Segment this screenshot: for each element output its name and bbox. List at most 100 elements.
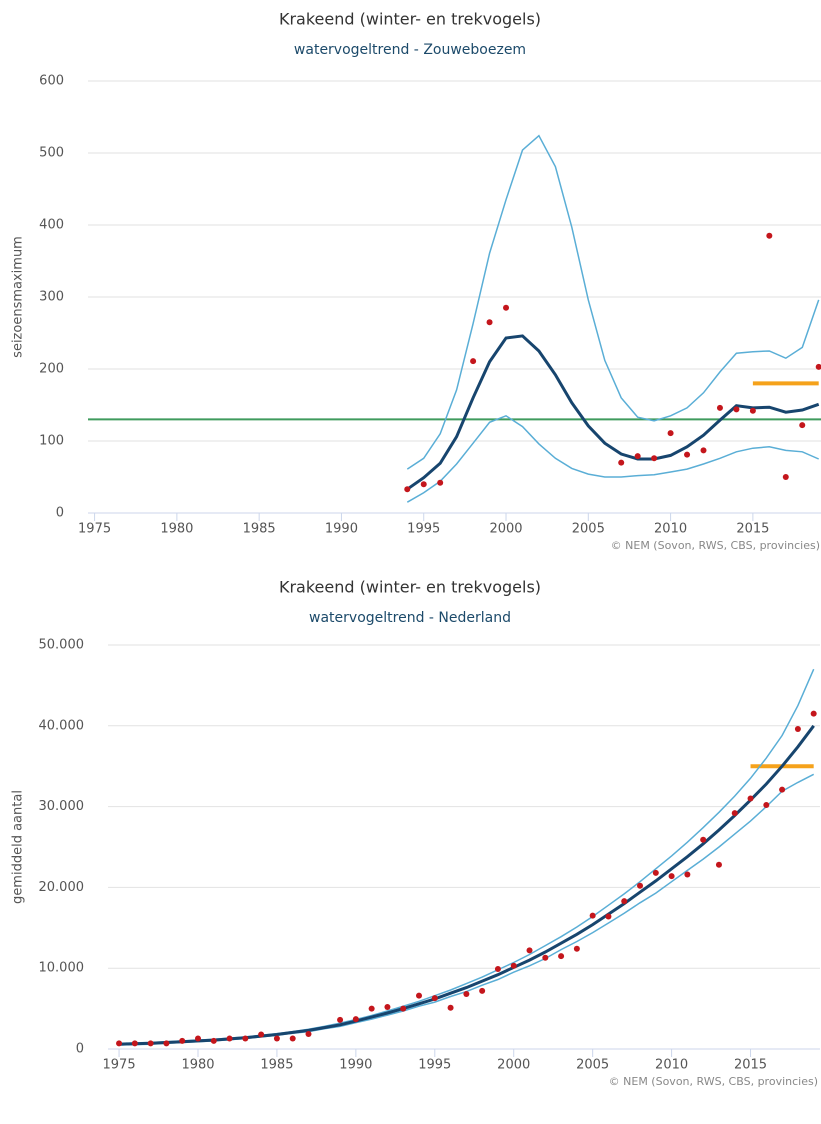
data-point (747, 795, 754, 802)
credit: © NEM (Sovon, RWS, CBS, provincies) (611, 539, 820, 552)
data-point (352, 1016, 359, 1023)
data-point (782, 474, 789, 480)
y-axis-label: seizoensmaximum (11, 236, 26, 358)
y-tick-label: 50.000 (39, 638, 85, 653)
data-point (273, 1035, 280, 1042)
data-point (447, 1004, 454, 1011)
data-point (589, 912, 596, 919)
data-point (289, 1035, 296, 1042)
data-point (400, 1005, 407, 1012)
x-tick-label: 2010 (654, 522, 687, 537)
data-point (815, 363, 821, 370)
data-point (305, 1031, 312, 1038)
y-tick-label: 40.000 (39, 718, 85, 733)
trend-line (119, 724, 815, 1046)
credit: © NEM (Sovon, RWS, CBS, provincies) (609, 1075, 818, 1088)
data-point (621, 898, 628, 905)
data-point (810, 710, 817, 717)
x-tick-label: 2015 (736, 522, 769, 537)
data-point (163, 1040, 170, 1047)
data-point (651, 455, 658, 462)
x-tick-label: 1975 (103, 1058, 136, 1073)
data-point (486, 319, 493, 326)
trend-line (406, 334, 820, 491)
x-tick-label: 2000 (489, 522, 522, 537)
data-point (731, 810, 738, 817)
data-point (494, 966, 501, 973)
data-point (337, 1016, 344, 1023)
data-point (794, 726, 801, 733)
data-point (684, 871, 691, 878)
data-point (479, 987, 486, 994)
x-tick-label: 1990 (339, 1058, 372, 1073)
data-point (637, 882, 644, 889)
y-axis-label: gemiddeld aantal (11, 790, 26, 904)
x-tick-label: 1995 (407, 522, 440, 537)
data-point (716, 404, 723, 411)
y-tick-label: 200 (39, 362, 64, 377)
y-tick-label: 500 (39, 146, 64, 161)
data-point (634, 453, 641, 460)
data-point (431, 995, 438, 1002)
data-point (510, 962, 517, 969)
data-point (226, 1035, 233, 1042)
data-point (503, 304, 510, 311)
data-point (368, 1005, 375, 1012)
data-point (179, 1037, 186, 1044)
data-point (242, 1035, 249, 1042)
x-tick-label: 2000 (497, 1058, 530, 1073)
data-point (416, 992, 423, 999)
data-point (668, 873, 675, 880)
y-tick-label: 400 (39, 218, 64, 233)
data-point (799, 422, 806, 429)
data-point (463, 991, 470, 998)
data-point (763, 801, 770, 808)
x-tick-label: 1995 (418, 1058, 451, 1073)
data-point (779, 786, 786, 793)
data-point (749, 407, 756, 414)
data-point (131, 1040, 138, 1047)
x-tick-label: 1980 (181, 1058, 214, 1073)
data-point (147, 1040, 154, 1047)
y-tick-label: 100 (39, 434, 64, 449)
data-point (404, 486, 411, 493)
data-point (526, 947, 533, 954)
data-point (700, 836, 707, 843)
data-point (437, 479, 444, 486)
y-tick-label: 30.000 (39, 799, 85, 814)
chart-title: Krakeend (winter- en trekvogels) (279, 578, 541, 597)
chart-subtitle: watervogeltrend - Nederland (309, 610, 511, 626)
y-tick-label: 0 (56, 506, 64, 521)
trend-line (406, 414, 820, 503)
data-point (715, 861, 722, 868)
data-point (573, 945, 580, 952)
trend-line (406, 134, 820, 470)
data-point (258, 1031, 265, 1038)
data-point (470, 358, 477, 365)
data-point (384, 1003, 391, 1010)
data-point (766, 232, 773, 239)
chart-title: Krakeend (winter- en trekvogels) (279, 10, 541, 29)
trend-line (119, 773, 815, 1046)
x-tick-label: 1990 (325, 522, 358, 537)
y-tick-label: 10.000 (39, 961, 85, 976)
x-tick-label: 2015 (734, 1058, 767, 1073)
data-point (733, 406, 740, 413)
y-tick-label: 600 (39, 74, 64, 89)
y-tick-label: 300 (39, 290, 64, 305)
x-tick-label: 1980 (160, 522, 193, 537)
data-point (652, 869, 659, 876)
data-point (420, 481, 427, 488)
data-point (667, 430, 674, 437)
chart-subtitle: watervogeltrend - Zouweboezem (294, 42, 526, 58)
data-point (558, 953, 565, 960)
data-point (116, 1040, 123, 1047)
x-tick-label: 2005 (572, 522, 605, 537)
x-tick-label: 1985 (243, 522, 276, 537)
x-tick-label: 1985 (260, 1058, 293, 1073)
data-point (210, 1037, 217, 1044)
data-point (700, 447, 707, 454)
data-point (684, 451, 691, 458)
y-tick-label: 20.000 (39, 880, 85, 895)
